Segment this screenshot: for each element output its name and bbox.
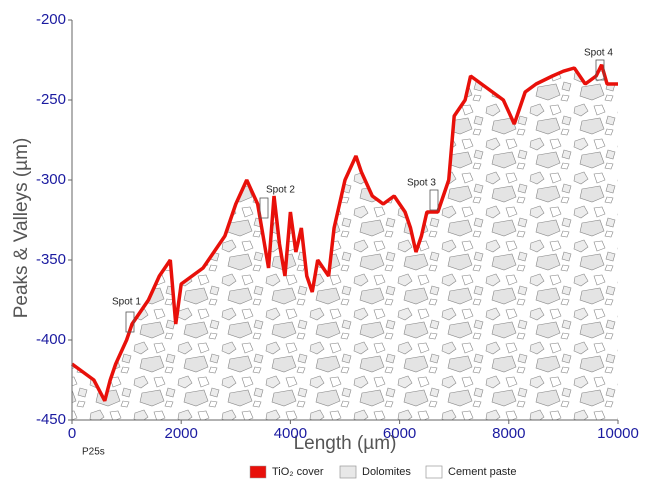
y-tick-label: -300 <box>36 171 66 188</box>
x-tick-label: 0 <box>68 425 76 442</box>
spot-label: Spot 3 <box>407 178 436 189</box>
sample-label: P25s <box>82 447 105 458</box>
x-tick-label: 2000 <box>165 425 198 442</box>
y-tick-label: -450 <box>36 411 66 428</box>
chart: P25s Length (µm) Peaks & Valleys (µm) -4… <box>0 0 645 481</box>
legend-label: Cement paste <box>448 466 516 478</box>
y-tick-label: -200 <box>36 11 66 28</box>
spot-label: Spot 2 <box>266 185 295 196</box>
spot-box <box>430 190 438 210</box>
legend-label: Dolomites <box>362 466 411 478</box>
legend-swatch <box>250 466 266 478</box>
x-tick-label: 10000 <box>597 425 639 442</box>
under-area <box>72 65 618 420</box>
legend-swatch <box>340 466 356 478</box>
y-tick-label: -350 <box>36 251 66 268</box>
legend-label: TiO₂ cover <box>272 466 324 478</box>
y-tick-label: -250 <box>36 91 66 108</box>
x-axis-title: Length (µm) <box>294 433 397 454</box>
y-axis-title: Peaks & Valleys (µm) <box>11 138 32 319</box>
spot-label: Spot 1 <box>112 297 141 308</box>
x-tick-label: 4000 <box>274 425 307 442</box>
spot-label: Spot 4 <box>584 48 613 59</box>
x-tick-label: 8000 <box>492 425 525 442</box>
x-tick-label: 6000 <box>383 425 416 442</box>
legend-swatch <box>426 466 442 478</box>
y-tick-label: -400 <box>36 331 66 348</box>
